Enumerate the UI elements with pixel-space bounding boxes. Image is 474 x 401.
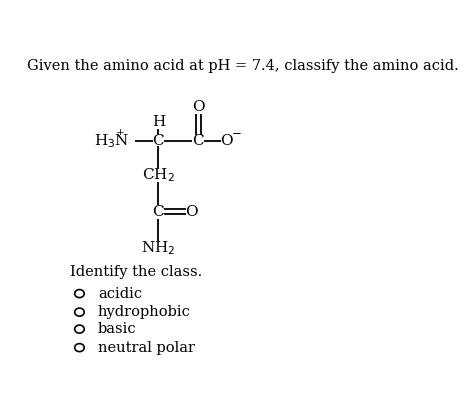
Text: basic: basic	[98, 322, 137, 336]
Text: NH$_2$: NH$_2$	[141, 239, 176, 257]
Text: C: C	[153, 134, 164, 148]
Text: hydrophobic: hydrophobic	[98, 305, 191, 319]
Text: acidic: acidic	[98, 287, 142, 301]
Text: O: O	[192, 100, 204, 114]
Text: C: C	[192, 134, 204, 148]
Text: C: C	[153, 205, 164, 219]
Text: O: O	[220, 134, 233, 148]
Text: O: O	[185, 205, 198, 219]
Text: Identify the class.: Identify the class.	[70, 265, 202, 279]
Text: Given the amino acid at pH = 7.4, classify the amino acid.: Given the amino acid at pH = 7.4, classi…	[27, 59, 459, 73]
Text: neutral polar: neutral polar	[98, 340, 195, 354]
Text: +: +	[116, 128, 125, 137]
Text: H: H	[152, 115, 165, 129]
Text: −: −	[231, 126, 241, 139]
Text: CH$_2$: CH$_2$	[142, 166, 175, 184]
Text: H$_3$N: H$_3$N	[94, 132, 129, 150]
